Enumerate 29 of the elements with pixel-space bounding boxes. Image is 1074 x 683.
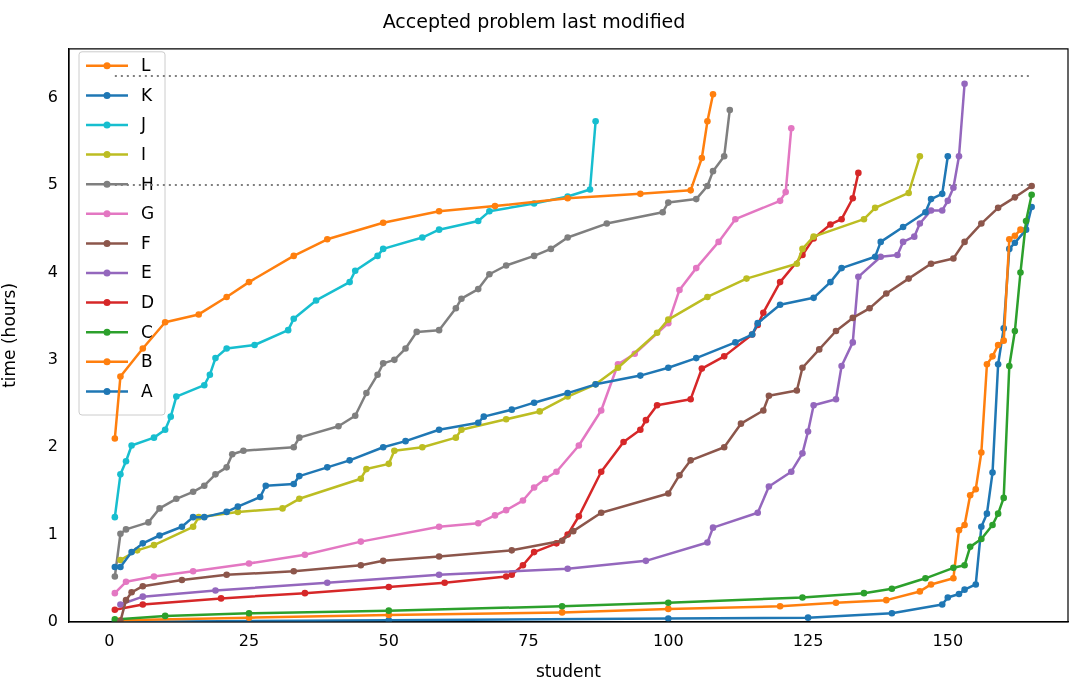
x-axis-title: student bbox=[536, 661, 602, 682]
x-tick-label: 75 bbox=[518, 630, 539, 650]
legend-label: K bbox=[141, 84, 153, 105]
legend-label: L bbox=[141, 55, 151, 76]
legend-label: E bbox=[141, 262, 152, 283]
legend-label: A bbox=[141, 380, 153, 401]
legend-label: H bbox=[141, 173, 154, 194]
y-tick-label: 2 bbox=[47, 436, 58, 456]
legend-label: J bbox=[140, 114, 147, 135]
legend-label: F bbox=[141, 232, 151, 253]
x-tick-label: 125 bbox=[792, 630, 824, 650]
y-tick-label: 5 bbox=[47, 174, 58, 194]
x-tick-label: 100 bbox=[653, 630, 684, 650]
y-tick-label: 0 bbox=[47, 611, 58, 631]
x-tick-label: 50 bbox=[378, 630, 399, 650]
x-tick-label: 0 bbox=[104, 630, 115, 650]
y-axis-title: time (hours) bbox=[0, 282, 19, 388]
x-tick-label: 150 bbox=[932, 630, 964, 650]
y-tick-label: 6 bbox=[47, 86, 58, 106]
y-tick-label: 1 bbox=[47, 523, 58, 543]
x-tick-label: 25 bbox=[238, 630, 260, 650]
legend-label: I bbox=[141, 144, 147, 165]
y-tick-label: 4 bbox=[47, 261, 58, 281]
legend-label: D bbox=[141, 292, 155, 313]
y-tick-label: 3 bbox=[47, 349, 58, 369]
chart-title: Accepted problem last modified bbox=[382, 10, 686, 33]
legend-label: C bbox=[141, 321, 153, 342]
legend-label: B bbox=[141, 351, 153, 372]
legend-label: G bbox=[141, 203, 155, 224]
